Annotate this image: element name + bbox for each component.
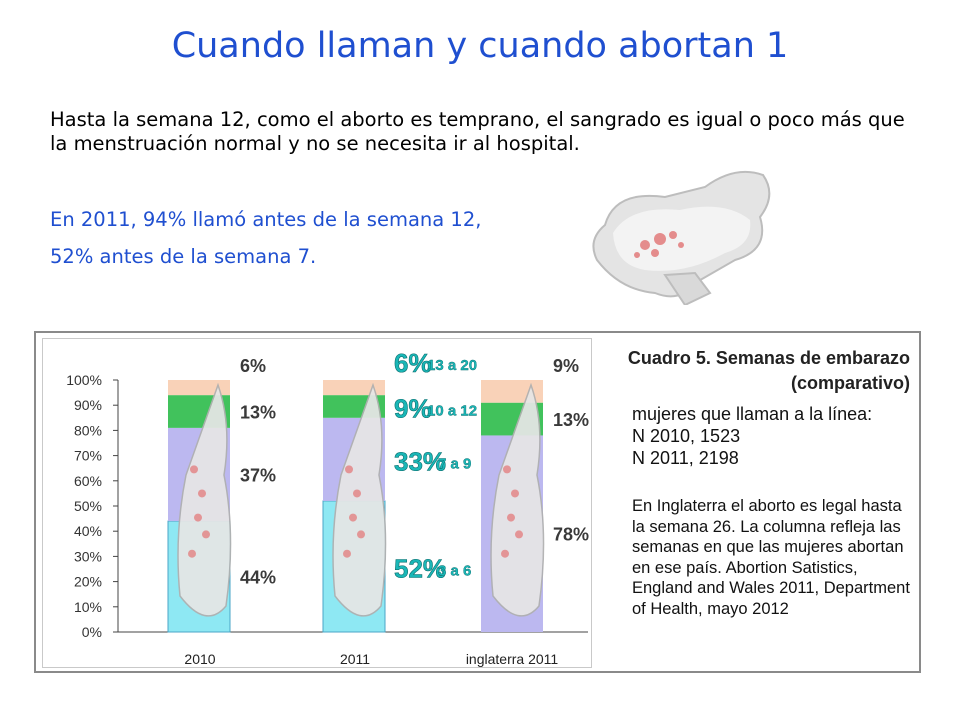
pad-overlay-image — [332, 382, 387, 617]
side-title-line: (comparativo) — [790, 373, 910, 393]
data-label: 44% — [240, 568, 276, 588]
highlight-line-2: 52% antes de la semana 7. — [50, 245, 317, 268]
data-label: 13% — [553, 410, 589, 430]
pad-overlay-image — [177, 382, 232, 617]
data-label: 52% — [394, 553, 446, 583]
data-label: 13% — [240, 403, 276, 423]
side-info-line: N 2010, 1523 — [632, 426, 741, 446]
pad-stain-spot — [511, 489, 519, 498]
pad-stain-spot — [198, 489, 206, 498]
y-tick-label: 0% — [82, 624, 102, 640]
pad-stain-spot — [357, 530, 365, 539]
data-label: 6% — [240, 356, 266, 376]
sanitary-pad-image — [592, 170, 771, 305]
side-info: mujeres que llaman a la línea: N 2010, 1… — [632, 403, 917, 469]
intro-paragraph: Hasta la semana 12, como el aborto es te… — [50, 108, 905, 155]
y-tick-label: 30% — [74, 548, 102, 564]
bar-segment — [168, 380, 230, 396]
y-tick-label: 50% — [74, 498, 102, 514]
data-label: 37% — [240, 466, 276, 486]
pad-stain-spot — [188, 549, 196, 558]
pad-stain-spot — [349, 513, 357, 522]
pad-stain-spot — [507, 513, 515, 522]
pad-stain-spot — [501, 549, 509, 558]
data-label: 9% — [553, 356, 579, 376]
data-label: 9% — [394, 393, 432, 423]
pad-stain-spot — [515, 530, 523, 539]
pad-stain-spot — [345, 465, 353, 474]
y-tick-label: 70% — [74, 448, 102, 464]
y-tick-label: 40% — [74, 523, 102, 539]
range-label: 10 a 12 — [427, 402, 477, 419]
x-tick-label: 2010 — [184, 651, 215, 667]
side-note: En Inglaterra el aborto es legal hasta l… — [632, 497, 910, 618]
pad-stain-spot — [202, 530, 210, 539]
range-label: 13 a 20 — [427, 357, 477, 374]
y-tick-label: 80% — [74, 422, 102, 438]
bar-segment — [323, 380, 385, 396]
y-tick-label: 90% — [74, 397, 102, 413]
data-label: 6% — [394, 348, 432, 378]
data-label: 78% — [553, 525, 589, 545]
side-info-line: mujeres que llaman a la línea: — [632, 404, 873, 424]
y-tick-label: 100% — [66, 372, 102, 388]
x-tick-label: 2011 — [340, 651, 370, 667]
x-tick-label: inglaterra 2011 — [466, 651, 559, 667]
side-title: Cuadro 5. Semanas de embarazo (comparati… — [610, 346, 910, 396]
range-label: 3 a 6 — [438, 562, 471, 579]
pad-stain-spot — [190, 465, 198, 474]
pad-stain-spot — [194, 513, 202, 522]
pad-overlay-image — [490, 382, 545, 617]
highlight-line-1: En 2011, 94% llamó antes de la semana 12… — [50, 208, 482, 231]
range-label: 7 a 9 — [438, 455, 471, 472]
side-info-line: N 2011, 2198 — [632, 448, 739, 468]
y-tick-label: 10% — [74, 599, 102, 615]
chart-plot-area-border — [42, 338, 592, 668]
data-label: 33% — [394, 446, 446, 476]
pad-stain-spot — [503, 465, 511, 474]
slide-title: Cuando llaman y cuando abortan 1 — [171, 26, 789, 66]
y-tick-label: 60% — [74, 473, 102, 489]
pad-stain-spot — [353, 489, 361, 498]
side-title-line: Cuadro 5. Semanas de embarazo — [627, 348, 910, 368]
pad-stain-spot — [343, 549, 351, 558]
y-tick-label: 20% — [74, 574, 102, 590]
